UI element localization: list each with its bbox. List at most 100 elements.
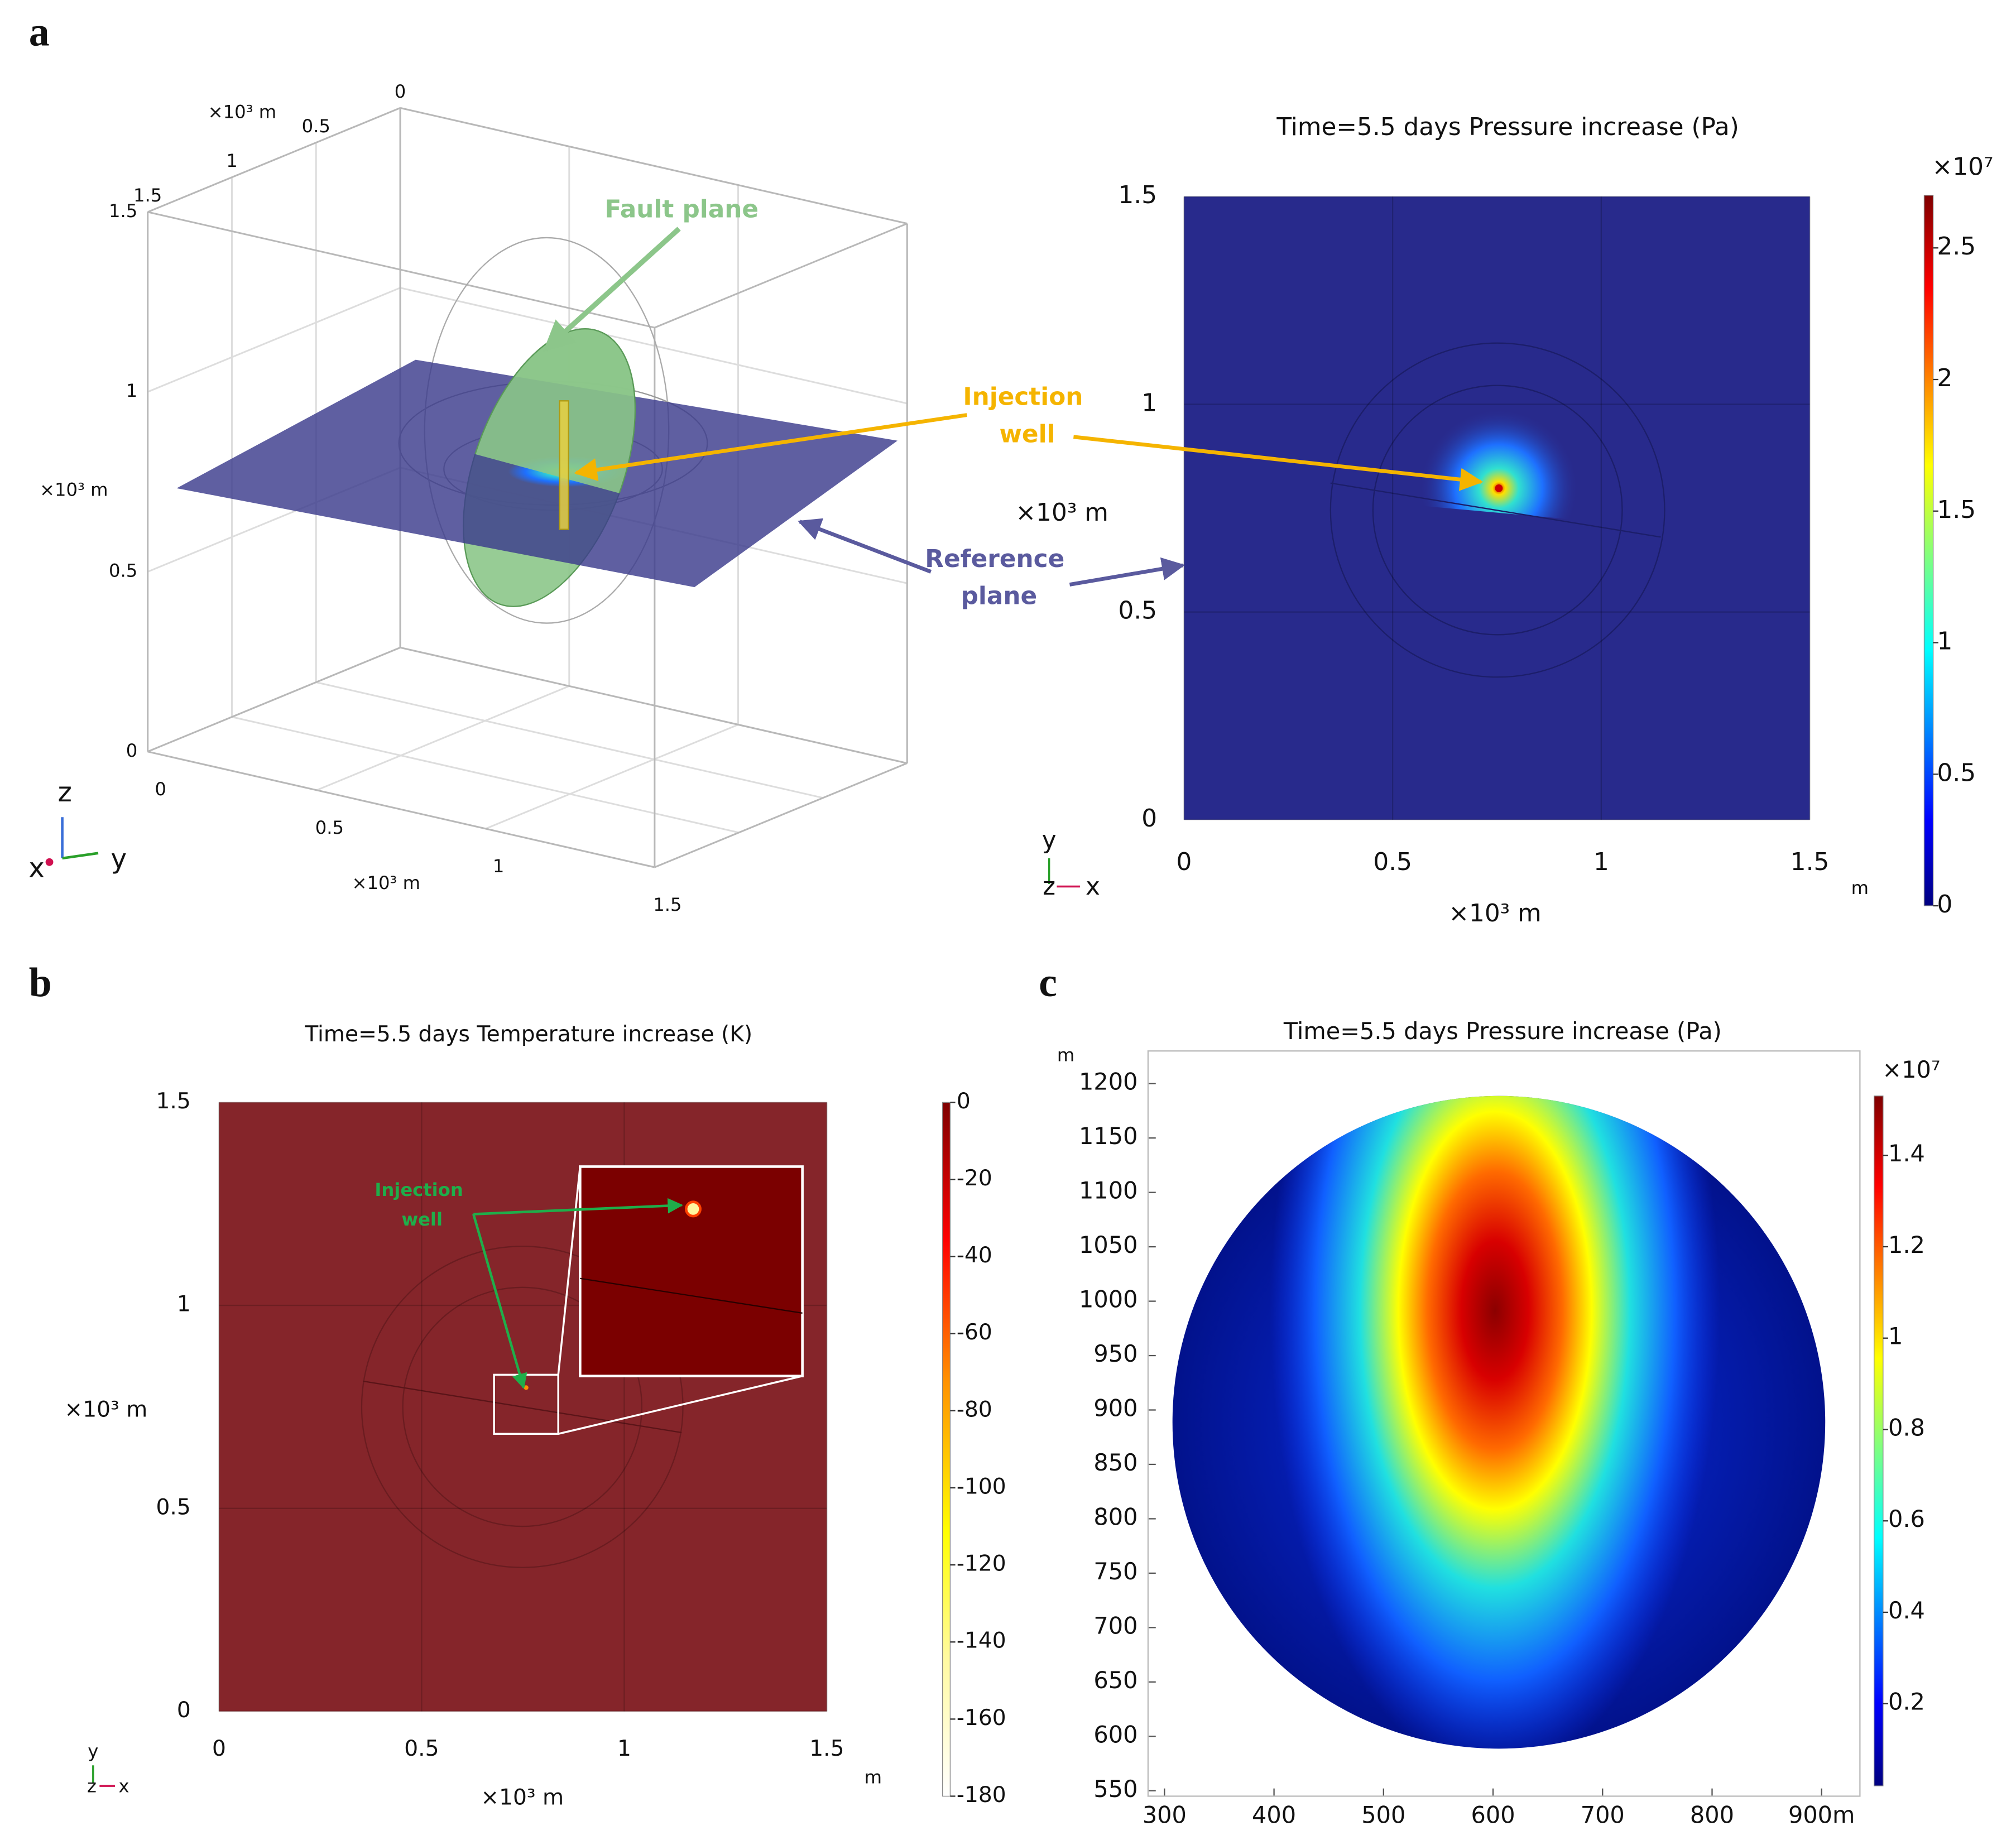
- chart-title: Time=5.5 days Pressure increase (Pa): [1276, 113, 1739, 141]
- x-tick-label: 1.5: [1791, 848, 1830, 876]
- triad-label: y: [88, 1741, 98, 1762]
- well-dot: [1495, 484, 1503, 492]
- colorbar: [1874, 1096, 1884, 1786]
- y-unit: m: [1057, 1044, 1074, 1065]
- inset: [493, 1165, 804, 1435]
- annotation-arrow: [473, 1198, 683, 1215]
- y-tick-label: 0.5: [1118, 597, 1157, 625]
- inset-link: [558, 1375, 803, 1435]
- y-tick-label: 600: [1093, 1721, 1137, 1748]
- colorbar: [942, 1102, 951, 1797]
- x-unit: m: [1851, 877, 1869, 899]
- chart-title: Time=5.5 days Pressure increase (Pa): [1283, 1018, 1722, 1045]
- y-tick-label: 700: [1093, 1612, 1137, 1639]
- grid-line: [400, 287, 908, 405]
- x-tick-label: 0.5: [404, 1736, 439, 1761]
- colorbar-tick-label: 2: [1937, 364, 1953, 392]
- y-tick-label: 1200: [1079, 1069, 1137, 1096]
- x-unit: m: [865, 1766, 882, 1788]
- colorbar-tick-label: -20: [957, 1166, 992, 1191]
- annotation-line: Reference: [925, 545, 1064, 573]
- axes: 0 0.5 1 1.5 0 0.5 1 1.5 0 0.5 1 1.5 ×10³ m ×10³ m ×10³…: [40, 81, 1993, 1829]
- triad-label: y: [1042, 826, 1057, 854]
- x-tick-label: 400: [1252, 1801, 1296, 1828]
- annotation-arrow: [1073, 435, 1484, 491]
- z-tick-label: 0: [126, 740, 138, 761]
- z-tick-label: 1.5: [109, 200, 137, 222]
- grid-line: [316, 685, 570, 791]
- triad-axis: [62, 852, 99, 860]
- box-edge: [400, 107, 908, 225]
- well-dot: [524, 1385, 529, 1390]
- x-tick-label: 0: [212, 1736, 226, 1761]
- y-tick-label: 0: [177, 1698, 191, 1723]
- y-tick-label: 750: [1093, 1558, 1137, 1585]
- colorbar-tick-label: 0: [1937, 890, 1953, 919]
- y-tick-label: 650: [1093, 1667, 1137, 1694]
- colorbar-tick-label: 0.5: [1937, 758, 1976, 787]
- geometry-circle: [402, 1286, 643, 1527]
- colorbar-tick-label: -40: [957, 1243, 992, 1268]
- y-tick-label: 550: [1093, 1776, 1137, 1803]
- colorbar-tick-label: -60: [957, 1320, 992, 1345]
- y-tick-label: 1: [1141, 388, 1157, 417]
- x-tick-label: 300: [1143, 1801, 1187, 1828]
- colorbar-multiplier: ×10⁷: [1932, 153, 1994, 181]
- x-tick-label: 700: [1581, 1801, 1625, 1828]
- annotation-line: Injection: [963, 383, 1083, 411]
- x-tick-label: 1.5: [809, 1736, 844, 1761]
- colorbar-tick-label: 1.4: [1888, 1140, 1925, 1167]
- box-edge: [147, 751, 655, 868]
- grid-line: [315, 681, 823, 799]
- x-tick-label: 800: [1690, 1801, 1734, 1828]
- y-tick-label: 900: [1093, 1395, 1137, 1422]
- x-tick-label: 0.5: [1373, 848, 1412, 876]
- geometry-circle: [1372, 385, 1623, 636]
- z-axis-label: ×10³ m: [40, 479, 108, 500]
- y-tick-label: 1.5: [156, 1089, 191, 1114]
- y-axis-label: ×10³ m: [1016, 498, 1108, 527]
- y-tick-label: 1150: [1079, 1123, 1137, 1150]
- x-tick-label: 1: [226, 150, 238, 171]
- y-axis-label: ×10³ m: [64, 1397, 147, 1422]
- x-tick-label: 500: [1361, 1801, 1405, 1828]
- triad-axis: [45, 858, 54, 866]
- fields: [219, 196, 1826, 1749]
- y-tick-label: 1.5: [653, 894, 681, 915]
- fault-trace: [580, 1277, 803, 1314]
- geometry-circle: [1329, 342, 1665, 678]
- annotation-arrow: [574, 413, 967, 482]
- triad-label: x: [28, 853, 45, 884]
- colorbar-tick-label: 1.2: [1888, 1232, 1925, 1258]
- fault-trace: [1330, 482, 1661, 538]
- box-edge: [654, 223, 908, 329]
- panel-label: a: [29, 8, 50, 54]
- z-tick-label: 1: [126, 380, 138, 401]
- inset-link: [557, 1166, 582, 1375]
- y-tick-label: 0.5: [156, 1495, 191, 1520]
- y-tick-label: 950: [1093, 1340, 1137, 1367]
- y-axis-label: ×10³ m: [352, 872, 420, 893]
- annotation-line: Injection: [375, 1179, 463, 1200]
- colorbar-tick-label: 1: [1888, 1323, 1903, 1350]
- inset-view: [579, 1165, 804, 1377]
- box-edge: [147, 646, 401, 753]
- box-edge: [654, 762, 908, 868]
- annotation-arrow: [472, 1213, 527, 1390]
- x-axis-label: ×10³ m: [208, 102, 277, 123]
- x-axis-label: ×10³ m: [481, 1785, 564, 1810]
- y-tick-label: 0.5: [315, 817, 344, 838]
- annotation-line: well: [1000, 420, 1055, 448]
- y-tick-label: 1: [177, 1292, 191, 1317]
- y-tick-label: 1100: [1079, 1178, 1137, 1204]
- x-axis-label: ×10³ m: [1448, 899, 1541, 928]
- annotation-arrow: [543, 227, 681, 352]
- y-tick-label: 0: [155, 779, 166, 800]
- x-tick-label: 0.5: [302, 116, 330, 137]
- chart-title: Time=5.5 days Temperature increase (K): [304, 1022, 752, 1047]
- injection-well: [559, 400, 569, 530]
- annotation-line: plane: [961, 582, 1038, 611]
- x-tick-label: 900m: [1788, 1801, 1855, 1828]
- annotation: Injection well: [963, 383, 1091, 449]
